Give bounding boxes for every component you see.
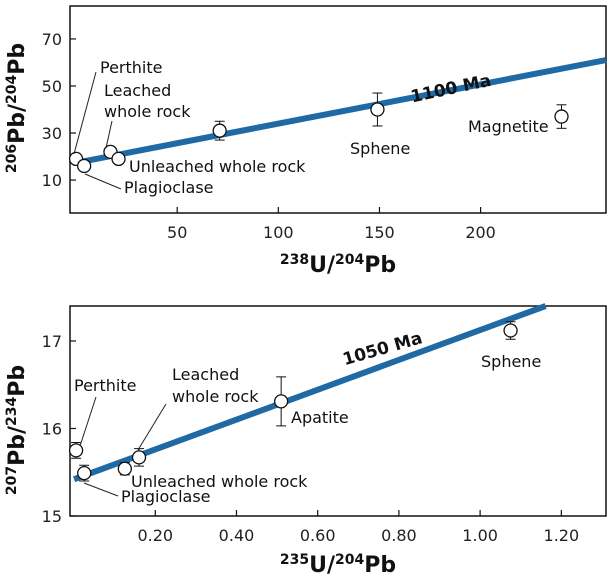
- plagioclase-leader-b: [83, 482, 119, 497]
- top-xlabel-sup1: 238: [280, 252, 309, 268]
- bot-x-tick-label: 1.20: [544, 526, 580, 545]
- bot-data-point: [68, 443, 84, 458]
- label-plagioclase: Plagioclase: [124, 178, 214, 197]
- bot-x-tick-label: 0.60: [300, 526, 336, 545]
- top-y-tick-label: 30: [42, 124, 62, 143]
- plagioclase-leader: [84, 173, 122, 190]
- label-perthite-b: Perthite: [74, 376, 136, 395]
- top-x-tick-label: 100: [263, 223, 294, 242]
- top-xlabel-base2: Pb: [364, 253, 396, 278]
- perthite-leader: [73, 71, 97, 155]
- bot-x-tick-label: 0.80: [381, 526, 417, 545]
- bottom-ylabel-sup1: 207: [4, 466, 20, 495]
- label-leached-wr-b-line1: Leached: [172, 365, 239, 384]
- top-ylabel-sup1: 206: [4, 144, 20, 173]
- label-apatite: Apatite: [291, 408, 349, 427]
- top-isochron-line: [77, 57, 607, 166]
- top-x-tick-label: 200: [465, 223, 496, 242]
- bottom-xlabel-base1: U/: [309, 553, 336, 578]
- bottom-xlabel-sup1: 235: [280, 552, 309, 568]
- label-sphene: Sphene: [350, 139, 410, 158]
- label-unleached-wr-b: Unleached whole rock: [131, 472, 308, 491]
- bot-y-tick-label: 17: [42, 332, 62, 351]
- bottom-plot-frame: [69, 305, 607, 517]
- top-y-tick-label: 50: [42, 77, 62, 96]
- top-xlabel-base1: U/: [309, 253, 336, 278]
- bottom-isochron-line: [73, 303, 547, 483]
- label-sphene-b: Sphene: [481, 352, 541, 371]
- bottom-ylabel-sup2: 234: [4, 396, 20, 425]
- bot-x-tick-label: 1.00: [462, 526, 498, 545]
- top-data-point: [111, 151, 126, 167]
- bot-data-point: [503, 323, 518, 338]
- bot-y-tick-label: 16: [42, 420, 62, 439]
- top-data-point: [77, 158, 92, 174]
- bottom-xlabel-sup2: 204: [335, 552, 364, 568]
- bot-data-point: [77, 465, 92, 481]
- bottom-y-axis-label: 207Pb/234Pb: [4, 365, 30, 495]
- bot-y-tick-label: 15: [42, 507, 62, 526]
- top-xlabel-sup2: 204: [335, 252, 364, 268]
- label-leached-wr-line2: whole rock: [104, 102, 191, 121]
- bot-data-point: [117, 461, 132, 476]
- top-y-tick-label: 10: [42, 171, 62, 190]
- label-leached-wr-line1: Leached: [104, 81, 171, 100]
- bottom-x-axis-label: 235U/204Pb: [280, 552, 396, 578]
- label-plagioclase-b: Plagioclase: [121, 487, 211, 506]
- bottom-ylabel-base1: Pb/: [5, 425, 30, 466]
- bottom-xlabel-base2: Pb: [364, 553, 396, 578]
- top-ylabel-sup2: 204: [4, 74, 20, 103]
- label-leached-wr-b-line2: whole rock: [172, 387, 259, 406]
- top-data-point: [370, 102, 385, 117]
- leached-wr-leader: [105, 120, 113, 149]
- bottom-ylabel-base2: Pb: [5, 365, 30, 397]
- top-x-axis-label: 238U/204Pb: [280, 252, 396, 278]
- top-ylabel-base1: Pb/: [5, 103, 30, 144]
- bot-x-tick-label: 0.20: [137, 526, 173, 545]
- top-x-tick-label: 50: [167, 223, 187, 242]
- top-ylabel-base2: Pb: [5, 43, 30, 75]
- top-data-point: [212, 123, 227, 138]
- bot-data-point: [131, 450, 147, 465]
- leached-wr-leader-b: [137, 403, 167, 451]
- label-magnetite: Magnetite: [468, 117, 549, 136]
- bot-data-point: [274, 394, 289, 409]
- top-y-axis-label: 206Pb/204Pb: [4, 43, 30, 173]
- bot-x-tick-label: 0.40: [219, 526, 255, 545]
- perthite-leader-b: [79, 396, 97, 447]
- top-x-tick-label: 150: [364, 223, 395, 242]
- top-y-tick-label: 70: [42, 30, 62, 49]
- label-perthite: Perthite: [100, 58, 162, 77]
- label-unleached-wr: Unleached whole rock: [129, 157, 306, 176]
- top-data-point: [554, 109, 569, 124]
